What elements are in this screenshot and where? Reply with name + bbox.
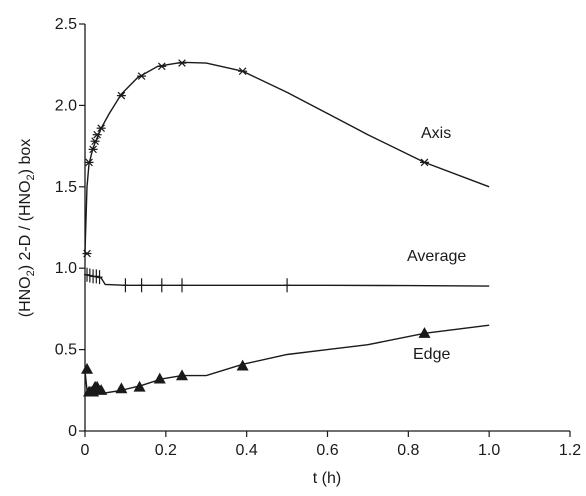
data-point-axis [82, 249, 92, 258]
data-point-edge [115, 382, 128, 394]
data-point-axis [88, 145, 98, 154]
data-point-axis [90, 137, 100, 146]
data-point-edge [236, 359, 249, 371]
y-axis-label-sub-2: 2 [25, 174, 37, 180]
series-curves [84, 61, 490, 395]
data-point-axis [137, 72, 147, 80]
data-point-average [86, 268, 93, 283]
y-tick-label: 1.0 [55, 260, 77, 277]
series-label-average: Average [407, 248, 466, 265]
x-tick-label: 0.4 [236, 442, 258, 459]
data-point-edge [133, 380, 146, 392]
y-axis-label-part-1: (HNO [17, 276, 34, 317]
series-markers [81, 59, 431, 397]
y-axis-label: (HNO2) 2-D / (HNO2) box [17, 139, 37, 318]
y-ticks: 0 0.5 1.0 1.5 2.0 2.5 [55, 16, 85, 440]
data-point-average [284, 278, 291, 293]
x-tick-label: 0 [81, 442, 90, 459]
x-tick-label: 1.2 [559, 442, 581, 459]
data-point-axis [92, 130, 102, 139]
y-tick-label: 0 [68, 423, 77, 440]
data-point-edge [175, 369, 189, 381]
data-point-axis [84, 158, 94, 167]
y-tick-label: 2.0 [55, 97, 77, 114]
data-point-average [122, 278, 129, 293]
y-axis-label-part-2: ) 2-D / (HNO [17, 180, 34, 270]
data-point-axis [96, 124, 106, 133]
y-tick-label: 0.5 [55, 342, 77, 359]
data-point-edge [418, 327, 431, 338]
series-label-axis: Axis [421, 125, 451, 142]
y-tick-label: 1.5 [55, 179, 77, 196]
data-point-axis [238, 67, 248, 76]
data-point-average [96, 270, 103, 285]
data-point-axis [177, 59, 187, 67]
data-point-average [158, 278, 165, 293]
axes [84, 24, 570, 432]
x-ticks: 0 0.2 0.4 0.6 0.8 1.0 1.2 [81, 431, 581, 459]
series-line-axis [84, 61, 490, 252]
data-point-average [93, 269, 100, 284]
data-point-average [179, 278, 185, 293]
data-point-edge [153, 372, 166, 384]
data-point-average [138, 278, 145, 293]
y-tick-label: 2.5 [55, 16, 77, 33]
y-axis-label-sub-1: 2 [25, 270, 37, 276]
data-point-axis [157, 62, 167, 71]
data-point-axis [116, 91, 126, 100]
x-tick-label: 0.6 [316, 442, 338, 459]
series-label-edge: Edge [413, 346, 450, 363]
x-tick-label: 0.8 [397, 442, 419, 459]
x-tick-label: 1.0 [478, 442, 500, 459]
data-point-axis [420, 158, 429, 167]
data-point-edge [81, 362, 94, 374]
data-point-average [84, 267, 91, 282]
data-point-edge [95, 384, 108, 395]
x-tick-label: 0.2 [155, 442, 177, 459]
x-axis-label: t (h) [313, 470, 341, 487]
y-axis-label-part-3: ) box [17, 139, 34, 175]
